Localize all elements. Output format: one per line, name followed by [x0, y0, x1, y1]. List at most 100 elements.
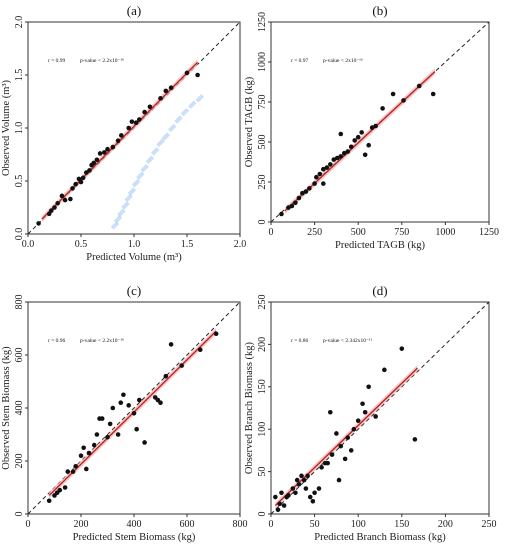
data-point	[142, 440, 147, 445]
artifact-mark	[167, 123, 177, 133]
artifact-mark	[113, 214, 123, 224]
stat-pvalue: p-value < 2x10⁻¹⁶	[323, 58, 363, 64]
x-tick-label: 250	[307, 227, 322, 238]
data-point	[366, 142, 371, 148]
x-tick-label: 1.5	[181, 239, 194, 250]
data-point	[401, 98, 406, 103]
data-point	[197, 347, 203, 353]
data-point	[78, 179, 84, 185]
stat-r: r = 0.96	[48, 338, 66, 344]
data-point	[324, 165, 330, 170]
x-axis-label: Predicted Volume (m³)	[86, 252, 182, 263]
data-point	[345, 149, 351, 154]
stat-r: r = 0.99	[48, 58, 66, 64]
data-point	[329, 452, 335, 457]
y-tick-label: 1250	[257, 12, 268, 32]
artifact-mark	[124, 193, 133, 203]
x-tick-label: 800	[233, 519, 248, 530]
data-point	[179, 363, 184, 368]
data-point	[303, 486, 309, 491]
data-point	[168, 342, 174, 347]
data-point	[338, 154, 344, 159]
y-tick-label: 50	[257, 467, 268, 477]
data-point	[84, 466, 89, 472]
data-point	[137, 397, 142, 403]
data-point	[294, 477, 300, 483]
data-point	[68, 196, 73, 202]
y-tick-label: 250	[257, 295, 268, 310]
x-tick-label: 1.0	[128, 239, 141, 250]
data-point	[338, 443, 344, 449]
data-point	[107, 421, 113, 427]
data-point	[362, 409, 368, 415]
data-point	[118, 133, 124, 138]
data-point	[319, 465, 324, 470]
x-tick-label: 150	[394, 519, 409, 530]
data-point	[131, 411, 137, 416]
panel-label: (b)	[372, 3, 387, 18]
panel-label: (c)	[127, 283, 141, 298]
data-point	[286, 493, 291, 498]
stat-pvalue: p-value < 2.2x10⁻¹⁶	[80, 338, 124, 344]
data-point	[213, 331, 219, 337]
data-point	[115, 432, 121, 437]
data-point	[99, 416, 105, 421]
plot-frame	[270, 301, 490, 515]
artifact-mark	[150, 147, 160, 156]
y-tick-label: 750	[257, 95, 268, 110]
data-point	[359, 130, 364, 135]
data-point	[300, 190, 305, 196]
data-point	[110, 144, 116, 150]
x-tick-label: 200	[74, 519, 89, 530]
data-point	[334, 155, 340, 161]
data-point	[105, 146, 110, 152]
data-point	[399, 346, 405, 351]
data-point	[307, 186, 312, 191]
data-point	[36, 221, 41, 226]
data-point	[293, 490, 298, 496]
data-point	[158, 400, 163, 406]
data-point	[355, 418, 361, 424]
data-point	[351, 426, 357, 432]
panel-label: (d)	[372, 283, 387, 298]
data-point	[307, 494, 313, 500]
data-point	[59, 193, 65, 199]
data-point	[91, 442, 97, 448]
data-point	[316, 486, 322, 491]
data-point	[325, 460, 330, 466]
data-point	[147, 104, 153, 110]
data-point	[277, 501, 283, 507]
data-point	[416, 83, 422, 89]
y-tick-label: 500	[257, 135, 268, 150]
data-point	[342, 456, 348, 462]
data-point	[65, 469, 71, 474]
data-point	[373, 414, 378, 419]
data-point	[163, 373, 169, 379]
data-point	[290, 486, 296, 491]
data-point	[62, 197, 68, 203]
y-tick-label: 800	[14, 295, 25, 310]
data-point	[312, 490, 317, 496]
data-point	[52, 205, 57, 210]
x-tick-label: 0	[269, 227, 274, 238]
data-point	[73, 181, 78, 187]
artifact-mark	[127, 187, 137, 196]
data-point	[94, 432, 100, 437]
artifact-mark	[121, 201, 130, 210]
x-tick-label: 0	[26, 519, 31, 530]
data-point	[97, 151, 103, 156]
y-tick-label: 400	[14, 401, 25, 416]
x-tick-label: 50	[310, 519, 320, 530]
data-point	[129, 119, 135, 124]
data-point	[310, 498, 316, 504]
y-tick-label: 200	[257, 337, 268, 352]
x-tick-label: 400	[127, 519, 142, 530]
data-point	[380, 106, 385, 111]
y-tick-label: 0	[14, 512, 25, 517]
data-point	[273, 494, 278, 500]
data-point	[134, 426, 139, 432]
artifact-mark	[117, 208, 126, 218]
plot-frame	[270, 21, 490, 223]
data-point	[362, 152, 368, 158]
y-tick-label: 200	[14, 454, 25, 469]
